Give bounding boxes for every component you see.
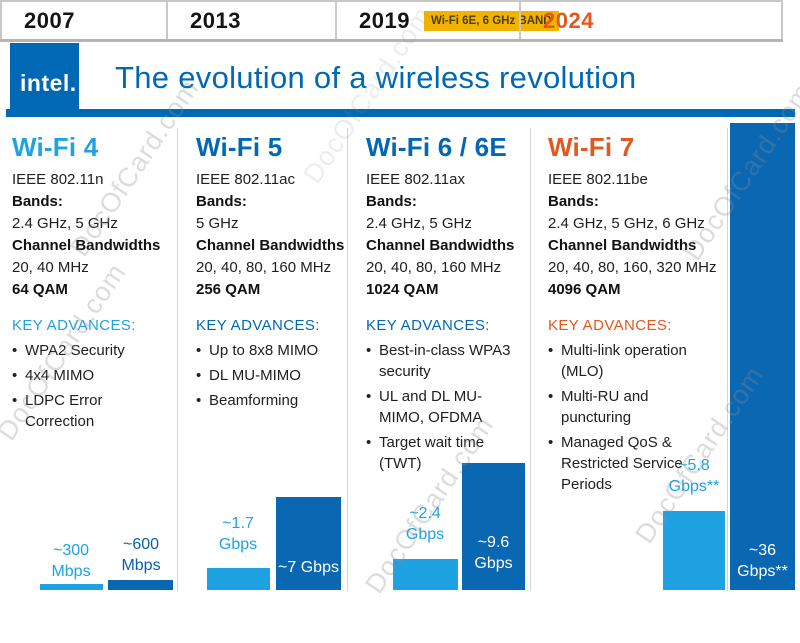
list-item: WPA2 Security: [12, 340, 172, 361]
column-divider-2: [347, 128, 348, 591]
wifi5-low-rate-label: ~1.7 Gbps: [218, 515, 258, 553]
wifi6-bands: 2.4 GHz, 5 GHz: [366, 215, 472, 232]
wifi6e-band-badge: Wi-Fi 6E, 6 GHz BAND: [423, 10, 559, 31]
wifi7-advances-list: Multi-link operation (MLO) Multi-RU and …: [548, 340, 720, 495]
year-cell-2024: 2024: [519, 2, 783, 39]
wifi6-specs: IEEE 802.11ax Bands: 2.4 GHz, 5 GHz Chan…: [366, 169, 526, 301]
wifi4-modulation: 64 QAM: [12, 281, 68, 298]
wifi5-bandwidth-label: Channel Bandwidths: [196, 237, 345, 254]
year-cell-2007: 2007: [0, 2, 166, 39]
wifi6-modulation: 1024 QAM: [366, 281, 439, 298]
column-wifi6: Wi-Fi 6 / 6E IEEE 802.11ax Bands: 2.4 GH…: [366, 132, 526, 478]
wifi7-standard: IEEE 802.11be: [548, 171, 648, 188]
wifi5-title: Wi-Fi 5: [196, 132, 283, 162]
wifi6-advances-list: Best-in-class WPA3 security UL and DL MU…: [366, 340, 526, 474]
list-item: Multi-link operation (MLO): [548, 340, 720, 382]
wifi7-key-advances-label: KEY ADVANCES:: [548, 317, 672, 334]
wifi6-low-rate-label: ~2.4 Gbps: [405, 505, 445, 543]
wifi4-key-advances-label: KEY ADVANCES:: [12, 317, 136, 334]
wifi6-key-advances-label: KEY ADVANCES:: [366, 317, 490, 334]
year-cell-2019: 2019 Wi-Fi 6E, 6 GHz BAND: [335, 2, 559, 39]
wifi5-modulation: 256 QAM: [196, 281, 261, 298]
list-item: LDPC Error Correction: [12, 390, 172, 432]
intel-logo: intel.: [10, 43, 79, 110]
year-2007: 2007: [24, 7, 75, 33]
year-cell-2013: 2013: [166, 2, 335, 39]
wifi4-peak-bar: [108, 580, 173, 590]
wifi4-bandwidth-label: Channel Bandwidths: [12, 237, 161, 254]
timeline-strip: 2007 2013 2019 Wi-Fi 6E, 6 GHz BAND 2024: [0, 0, 783, 42]
wifi4-low-bar: [40, 584, 103, 590]
wifi7-bandwidths: 20, 40, 80, 160, 320 MHz: [548, 259, 717, 276]
column-wifi4: Wi-Fi 4 IEEE 802.11n Bands: 2.4 GHz, 5 G…: [12, 132, 172, 436]
wifi5-key-advances-label: KEY ADVANCES:: [196, 317, 320, 334]
column-wifi5: Wi-Fi 5 IEEE 802.11ac Bands: 5 GHz Chann…: [196, 132, 346, 415]
column-divider-3: [530, 128, 531, 591]
wifi5-bandwidths: 20, 40, 80, 160 MHz: [196, 259, 332, 276]
wifi7-low-rate-label: ~5.8 Gbps**: [668, 457, 720, 495]
wifi7-modulation: 4096 QAM: [548, 281, 621, 298]
wifi4-bandwidths: 20, 40 MHz: [12, 259, 89, 276]
list-item: 4x4 MIMO: [12, 365, 172, 386]
year-2024: 2024: [543, 7, 594, 33]
wifi5-advances-list: Up to 8x8 MIMO DL MU-MIMO Beamforming: [196, 340, 346, 411]
wifi4-bands-label: Bands:: [12, 193, 63, 210]
list-item: Best-in-class WPA3 security: [366, 340, 526, 382]
wifi6-bandwidths: 20, 40, 80, 160 MHz: [366, 259, 502, 276]
wifi5-bands: 5 GHz: [196, 215, 239, 232]
wifi6-standard: IEEE 802.11ax: [366, 171, 465, 188]
wifi6-bandwidth-label: Channel Bandwidths: [366, 237, 515, 254]
wifi7-peak-bar: ~36 Gbps**: [730, 123, 795, 590]
header-rule: [6, 109, 795, 117]
list-item: Multi-RU and puncturing: [548, 386, 720, 428]
list-item: Up to 8x8 MIMO: [196, 340, 346, 361]
wifi4-bands: 2.4 GHz, 5 GHz: [12, 215, 118, 232]
wifi4-standard: IEEE 802.11n: [12, 171, 104, 188]
wifi4-title: Wi-Fi 4: [12, 132, 99, 162]
wifi5-standard: IEEE 802.11ac: [196, 171, 295, 188]
list-item: DL MU-MIMO: [196, 365, 346, 386]
wifi6-title: Wi-Fi 6 / 6E: [366, 132, 507, 162]
wifi5-specs: IEEE 802.11ac Bands: 5 GHz Channel Bandw…: [196, 169, 346, 301]
list-item: UL and DL MU-MIMO, OFDMA: [366, 386, 526, 428]
wifi5-peak-rate-label: ~7 Gbps: [278, 559, 339, 576]
wifi6-peak-bar: ~9.6 Gbps: [462, 463, 525, 590]
column-wifi7: Wi-Fi 7 IEEE 802.11be Bands: 2.4 GHz, 5 …: [548, 132, 720, 499]
wifi7-peak-rate-label: ~36 Gbps**: [737, 542, 788, 580]
list-item: Target wait time (TWT): [366, 432, 526, 474]
wifi7-low-bar: [663, 511, 725, 590]
wifi7-bandwidth-label: Channel Bandwidths: [548, 237, 697, 254]
wifi4-peak-rate-label: ~600 Mbps: [121, 536, 161, 574]
list-item: Managed QoS & Restricted Service Periods: [548, 432, 720, 495]
column-divider-4: [727, 128, 728, 591]
wifi4-low-rate-label: ~300 Mbps: [51, 542, 91, 580]
wifi7-title: Wi-Fi 7: [548, 132, 635, 162]
wifi4-specs: IEEE 802.11n Bands: 2.4 GHz, 5 GHz Chann…: [12, 169, 172, 301]
year-2013: 2013: [190, 7, 241, 33]
wifi4-advances-list: WPA2 Security 4x4 MIMO LDPC Error Correc…: [12, 340, 172, 432]
wifi6-bands-label: Bands:: [366, 193, 417, 210]
page-title: The evolution of a wireless revolution: [115, 60, 637, 95]
list-item: Beamforming: [196, 390, 346, 411]
wifi5-bands-label: Bands:: [196, 193, 247, 210]
year-2019: 2019: [359, 7, 410, 33]
wifi7-bands-label: Bands:: [548, 193, 599, 210]
wifi6-low-bar: [393, 559, 458, 590]
column-divider-1: [177, 128, 178, 591]
wifi7-specs: IEEE 802.11be Bands: 2.4 GHz, 5 GHz, 6 G…: [548, 169, 720, 301]
wifi6-peak-rate-label: ~9.6 Gbps: [474, 534, 513, 572]
wifi5-low-bar: [207, 568, 270, 590]
wifi7-bands: 2.4 GHz, 5 GHz, 6 GHz: [548, 215, 705, 232]
intel-logo-text: intel.: [20, 70, 77, 96]
wifi5-peak-bar: ~7 Gbps: [276, 497, 341, 590]
